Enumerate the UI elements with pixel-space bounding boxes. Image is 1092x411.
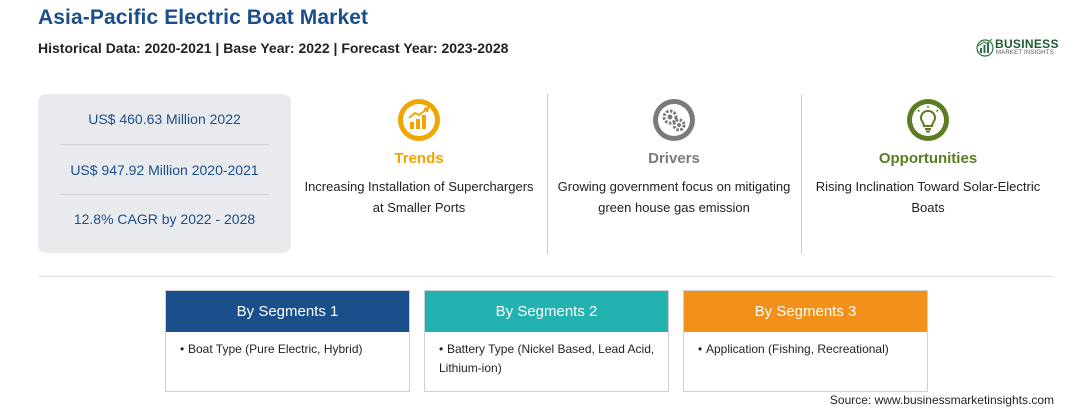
opportunities-column: Opportunities Rising Inclination Toward … (808, 94, 1048, 254)
column-divider (801, 94, 802, 254)
stat-market-size-2022: US$ 460.63 Million 2022 (88, 111, 241, 127)
lightbulb-icon (907, 99, 949, 141)
stat-divider (60, 194, 269, 195)
logo-tagline: MARKET INSIGHTS (996, 50, 1054, 56)
company-logo[interactable]: BUSINESS MARKET INSIGHTS (975, 36, 1065, 60)
segment-item-3: • Application (Fishing, Recreational) (698, 340, 918, 359)
bullet-icon: • (439, 342, 444, 356)
drivers-title: Drivers (648, 150, 700, 167)
gears-icon (653, 99, 695, 141)
stats-panel: US$ 460.63 Million 2022 US$ 947.92 Milli… (38, 94, 291, 253)
source-note: Source: www.businessmarketinsights.com (829, 393, 1054, 407)
trend-chart-icon (398, 99, 440, 141)
segment-header-1[interactable]: By Segments 1 (166, 291, 409, 332)
stat-cagr: 12.8% CAGR by 2022 - 2028 (73, 211, 256, 227)
segment-card-2: By Segments 2 • Battery Type (Nickel Base… (424, 290, 669, 392)
trends-text: Increasing Installation of Superchargers… (304, 179, 534, 215)
stat-divider (60, 144, 269, 145)
segment-item-text: Application (Fishing, Recreational) (706, 342, 889, 356)
segment-item-text: Boat Type (Pure Electric, Hybrid) (188, 342, 363, 356)
stat-market-size-historical: US$ 947.92 Million 2020-2021 (70, 162, 259, 178)
opportunities-text: Rising Inclination Toward Solar-Electric… (815, 179, 1041, 215)
column-divider (547, 94, 548, 254)
opportunities-title: Opportunities (878, 150, 978, 167)
segment-header-3[interactable]: By Segments 3 (684, 291, 927, 332)
drivers-column: Drivers Growing government focus on miti… (554, 94, 794, 254)
trends-column: Trends Increasing Installation of Superc… (299, 94, 539, 254)
segment-header-2[interactable]: By Segments 2 (425, 291, 668, 332)
section-divider (38, 276, 1054, 277)
segment-item-text: Battery Type (Nickel Based, Lead Acid, L… (439, 342, 655, 375)
segment-card-3: By Segments 3 • Application (Fishing, Rec… (683, 290, 928, 392)
bullet-icon: • (180, 342, 185, 356)
page-subtitle: Historical Data: 2020-2021 | Base Year: … (38, 40, 509, 56)
drivers-text: Growing government focus on mitigating g… (557, 179, 791, 215)
segment-card-1: By Segments 1 • Boat Type (Pure Electric,… (165, 290, 410, 392)
page-title: Asia-Pacific Electric Boat Market (38, 6, 369, 29)
bar-growth-globe-icon (976, 38, 994, 57)
segment-item-1: • Boat Type (Pure Electric, Hybrid) (180, 340, 400, 359)
segment-item-2: • Battery Type (Nickel Based, Lead Acid, … (439, 340, 659, 378)
logo-wordmark: BUSINESS (995, 37, 1059, 51)
trends-title: Trends (394, 150, 444, 167)
bullet-icon: • (698, 342, 703, 356)
